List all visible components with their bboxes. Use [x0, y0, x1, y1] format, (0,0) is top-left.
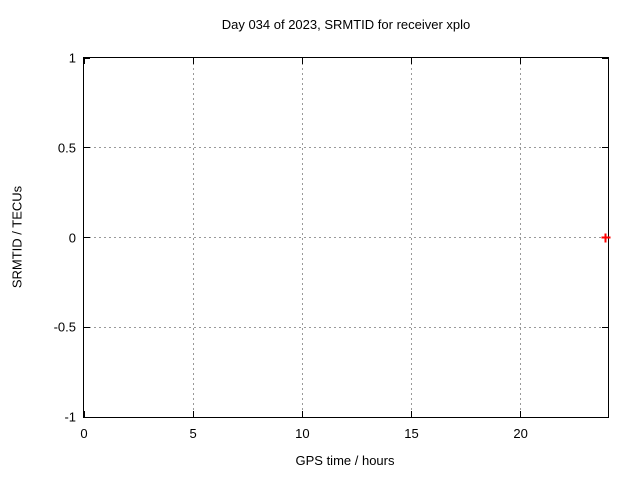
y-tick-mark-mirror [602, 326, 608, 328]
x-tick-mark [520, 411, 522, 417]
y-tick-mark-mirror [602, 416, 608, 418]
y-tick-mark-mirror [602, 147, 608, 149]
y-tick-label: 0 [68, 230, 76, 245]
marker-vertical-bar [604, 233, 607, 242]
x-tick-label: 0 [80, 426, 88, 441]
y-tick-mark [84, 57, 90, 59]
y-tick-mark [84, 237, 90, 238]
x-tick-mark-mirror [301, 58, 303, 64]
x-tick-mark [301, 411, 303, 417]
gridline-horizontal [84, 147, 608, 149]
gridline-horizontal [84, 326, 608, 328]
x-tick-mark-mirror [192, 58, 194, 64]
y-axis-label: SRMTID / TECUs [9, 185, 25, 289]
y-tick-label: 1 [68, 50, 76, 66]
data-point-marker [601, 233, 611, 242]
x-tick-mark [192, 411, 194, 417]
y-tick-mark [84, 326, 90, 328]
x-tick-mark-mirror [520, 58, 522, 64]
plot-area [83, 57, 611, 418]
chart-title: Day 034 of 2023, SRMTID for receiver xpl… [221, 17, 471, 32]
x-tick-mark-mirror [411, 58, 412, 64]
x-tick-mark [83, 411, 85, 417]
y-tick-label: -1 [64, 409, 76, 425]
x-tick-label: 5 [189, 426, 197, 441]
gridline-horizontal [84, 237, 608, 238]
x-tick-mark [411, 411, 412, 417]
y-tick-label: 0.5 [57, 140, 76, 156]
x-axis-label: GPS time / hours [295, 453, 395, 468]
y-tick-mark [84, 147, 90, 149]
x-tick-mark-mirror [83, 58, 85, 64]
y-tick-mark [84, 416, 90, 418]
x-tick-label: 15 [404, 426, 419, 441]
x-tick-label: 10 [295, 426, 310, 441]
y-tick-label: -0.5 [53, 319, 76, 335]
y-tick-mark-mirror [602, 57, 608, 59]
x-tick-label: 20 [513, 426, 528, 441]
